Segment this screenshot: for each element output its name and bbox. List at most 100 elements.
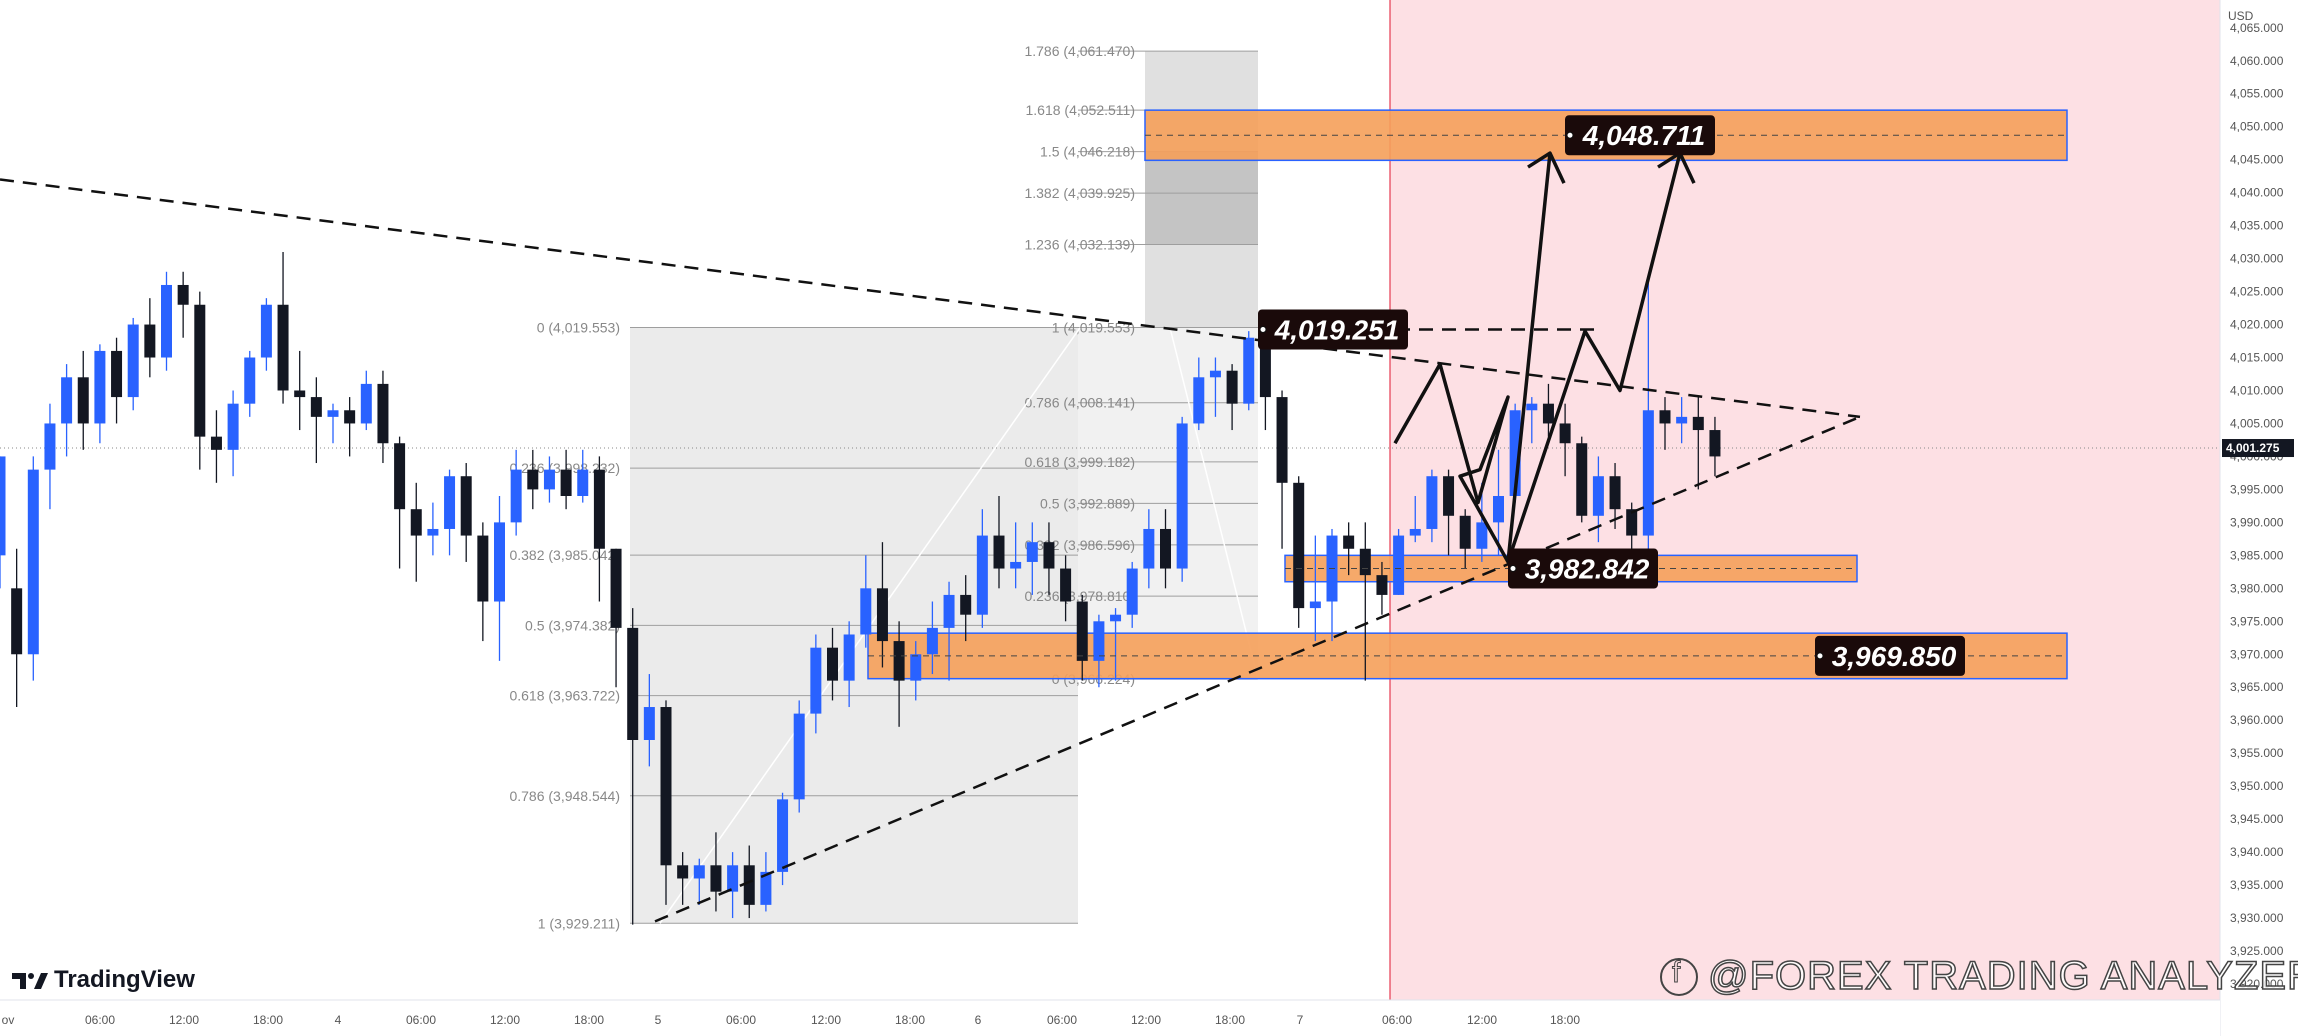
- candle[interactable]: [810, 634, 822, 734]
- candle[interactable]: [1010, 522, 1022, 589]
- candle[interactable]: [460, 463, 472, 562]
- candle[interactable]: [843, 621, 855, 708]
- candle[interactable]: [111, 337, 123, 424]
- candle[interactable]: [1326, 528, 1338, 642]
- candle[interactable]: [660, 700, 672, 905]
- candle[interactable]: [1193, 357, 1205, 431]
- candle[interactable]: [1576, 436, 1588, 523]
- candle[interactable]: [1476, 482, 1488, 562]
- candle[interactable]: [444, 469, 456, 556]
- candle[interactable]: [577, 449, 589, 503]
- candle[interactable]: [510, 449, 522, 536]
- candle[interactable]: [210, 410, 222, 483]
- candle[interactable]: [127, 317, 139, 411]
- candle[interactable]: [1160, 509, 1171, 589]
- candle[interactable]: [1209, 357, 1221, 417]
- candle[interactable]: [1359, 522, 1371, 681]
- candle[interactable]: [477, 522, 489, 642]
- candle[interactable]: [593, 456, 605, 602]
- candle[interactable]: [643, 674, 655, 767]
- candle[interactable]: [627, 608, 639, 925]
- candle[interactable]: [377, 370, 389, 464]
- candle[interactable]: [144, 298, 156, 378]
- candle[interactable]: [1676, 397, 1688, 444]
- candle[interactable]: [777, 792, 789, 886]
- candle[interactable]: [244, 350, 256, 417]
- candle[interactable]: [1559, 403, 1571, 477]
- candle[interactable]: [310, 377, 322, 464]
- candle[interactable]: [1309, 535, 1321, 642]
- candle[interactable]: [1243, 331, 1255, 411]
- candle[interactable]: [1043, 522, 1055, 595]
- candle[interactable]: [1426, 469, 1438, 543]
- candle[interactable]: [926, 601, 938, 675]
- candle[interactable]: [760, 852, 772, 912]
- candle[interactable]: [427, 502, 439, 556]
- candle[interactable]: [793, 700, 805, 813]
- candle[interactable]: [1642, 278, 1654, 549]
- candle[interactable]: [1293, 476, 1305, 628]
- candle[interactable]: [543, 456, 555, 503]
- candle[interactable]: [527, 449, 539, 510]
- candle[interactable]: [1076, 594, 1088, 681]
- candle[interactable]: [494, 496, 505, 661]
- candle[interactable]: [177, 271, 189, 338]
- candle[interactable]: [677, 852, 689, 905]
- candle[interactable]: [560, 449, 572, 510]
- candle[interactable]: [910, 641, 922, 701]
- candle[interactable]: [1110, 608, 1122, 681]
- candle[interactable]: [194, 291, 206, 470]
- candle[interactable]: [44, 403, 56, 510]
- candle[interactable]: [943, 581, 955, 681]
- candle[interactable]: [1592, 456, 1604, 543]
- candle[interactable]: [860, 555, 872, 648]
- candle[interactable]: [1493, 449, 1504, 556]
- candle[interactable]: [710, 832, 722, 912]
- candle[interactable]: [0, 456, 6, 589]
- candle[interactable]: [1343, 522, 1355, 576]
- candle[interactable]: [993, 496, 1005, 589]
- candle[interactable]: [1659, 397, 1671, 450]
- candle[interactable]: [61, 364, 73, 457]
- candle[interactable]: [1409, 496, 1421, 543]
- candle[interactable]: [976, 509, 988, 628]
- candle[interactable]: [161, 271, 172, 371]
- candle[interactable]: [1459, 509, 1471, 569]
- candle[interactable]: [11, 548, 23, 708]
- candle[interactable]: [1226, 364, 1238, 431]
- candle[interactable]: [693, 858, 705, 905]
- candle[interactable]: [1376, 561, 1388, 615]
- candle[interactable]: [94, 344, 106, 444]
- candle[interactable]: [1692, 397, 1704, 490]
- candle[interactable]: [1093, 614, 1105, 688]
- candle[interactable]: [1443, 469, 1455, 556]
- candle[interactable]: [394, 436, 406, 569]
- candle[interactable]: [294, 350, 306, 431]
- candle[interactable]: [227, 390, 239, 477]
- candle[interactable]: [1276, 390, 1288, 549]
- candle[interactable]: [827, 627, 838, 701]
- candle[interactable]: [1143, 509, 1155, 589]
- candle[interactable]: [327, 403, 339, 444]
- candle[interactable]: [1542, 383, 1554, 437]
- candle[interactable]: [1709, 416, 1721, 477]
- candle[interactable]: [1176, 416, 1188, 582]
- candle[interactable]: [344, 397, 356, 457]
- candle[interactable]: [77, 350, 89, 450]
- candle[interactable]: [1526, 397, 1538, 444]
- candle[interactable]: [1393, 528, 1405, 595]
- candle[interactable]: [360, 370, 372, 431]
- candle[interactable]: [277, 252, 289, 404]
- candle[interactable]: [410, 482, 422, 582]
- candle[interactable]: [1609, 463, 1621, 529]
- candle[interactable]: [1026, 522, 1038, 595]
- candle[interactable]: [1126, 561, 1138, 628]
- candle[interactable]: [893, 621, 905, 727]
- candle[interactable]: [27, 456, 39, 681]
- candle[interactable]: [260, 298, 272, 371]
- candle[interactable]: [610, 548, 622, 688]
- candle[interactable]: [960, 575, 972, 642]
- candle[interactable]: [1060, 555, 1072, 622]
- candle[interactable]: [727, 852, 739, 919]
